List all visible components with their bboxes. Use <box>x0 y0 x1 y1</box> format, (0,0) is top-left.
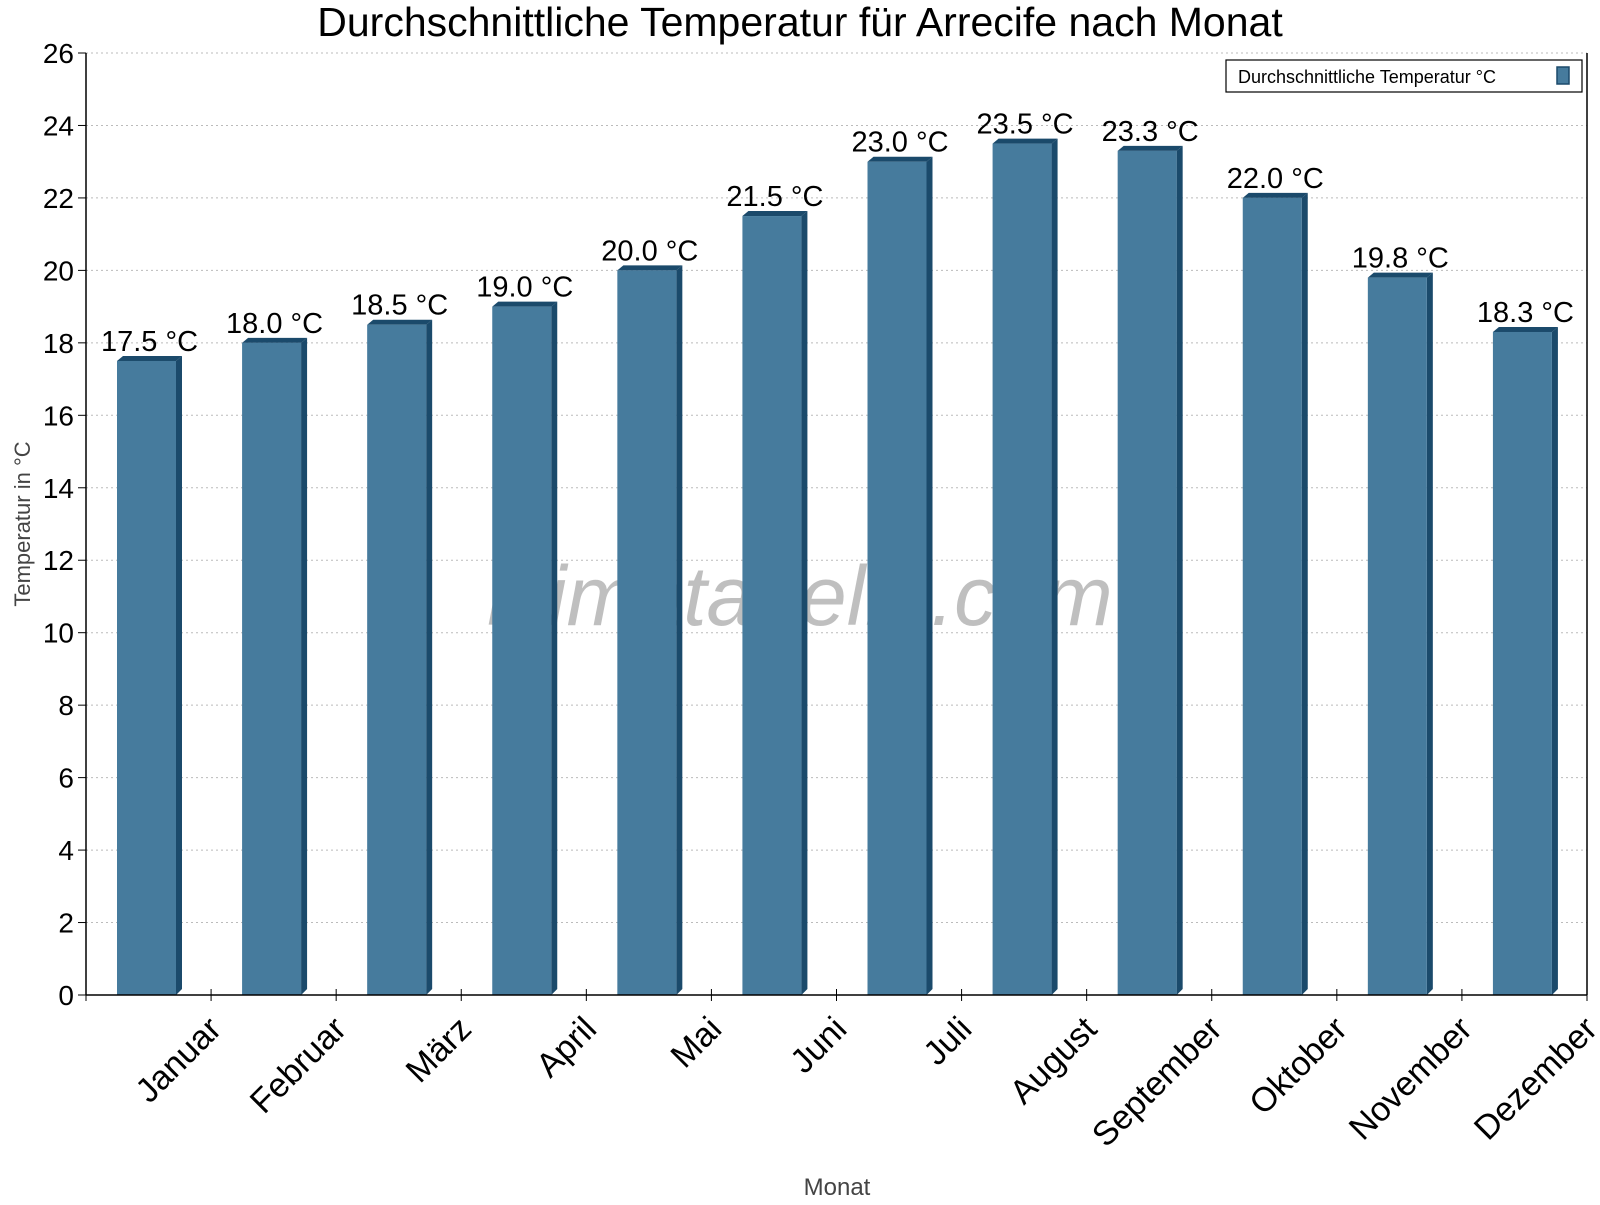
bar-side <box>551 301 558 996</box>
bar-side <box>301 337 308 995</box>
y-tick-label: 0 <box>58 980 74 1011</box>
bar <box>367 324 427 995</box>
bar <box>1242 197 1302 995</box>
data-label: 20.0 °C <box>601 235 698 267</box>
bar-side <box>1176 145 1183 996</box>
data-label: 23.3 °C <box>1102 116 1199 148</box>
bar-side <box>926 156 933 995</box>
bar-top <box>1117 145 1183 151</box>
x-tick-label: März <box>399 1010 479 1090</box>
x-tick-label: Januar <box>128 1010 228 1110</box>
bar-top <box>242 337 308 343</box>
gridlines <box>86 52 1587 924</box>
x-tick-label: Februar <box>243 1010 354 1121</box>
bar <box>1367 277 1427 996</box>
bar-top <box>617 265 683 271</box>
data-label: 22.0 °C <box>1227 163 1324 195</box>
legend-label: Durchschnittliche Temperatur °C <box>1238 67 1496 87</box>
y-tick-label: 16 <box>43 400 74 431</box>
bar <box>992 143 1052 996</box>
y-tick-label: 4 <box>58 835 74 866</box>
bar-side <box>1426 272 1433 996</box>
bar-top <box>992 138 1058 144</box>
x-tick-label: Oktober <box>1242 1010 1354 1122</box>
bar-top <box>867 156 933 162</box>
x-tick-label: November <box>1342 1010 1480 1148</box>
bar-group: 18.5 °C <box>351 290 448 995</box>
data-label: 19.0 °C <box>476 272 573 304</box>
bar <box>492 306 552 996</box>
x-tick-label: Juni <box>783 1010 854 1081</box>
bar-group: 18.3 °C <box>1477 297 1574 995</box>
bar-group: 19.0 °C <box>476 272 573 996</box>
bar <box>1117 150 1177 996</box>
x-tick-label: Dezember <box>1467 1010 1600 1148</box>
bar-side <box>176 355 182 995</box>
bar-group: 19.8 °C <box>1352 243 1449 996</box>
y-tick-label: 20 <box>43 255 74 286</box>
y-tick-label: 22 <box>43 183 74 214</box>
bar <box>617 270 677 995</box>
bar-side <box>1051 138 1058 996</box>
data-label: 17.5 °C <box>101 326 198 358</box>
bar-side <box>1551 326 1558 995</box>
bar <box>867 161 927 995</box>
x-tick-label: August <box>1003 1009 1105 1111</box>
bar-top <box>1242 192 1308 198</box>
bar-group: 18.0 °C <box>226 308 323 995</box>
legend-swatch <box>1556 66 1570 85</box>
y-tick-label: 12 <box>43 545 74 576</box>
bar-top <box>492 301 558 307</box>
x-tick-label: April <box>529 1010 604 1085</box>
bar-group: 20.0 °C <box>601 235 698 995</box>
y-tick-label: 18 <box>43 328 74 359</box>
y-tick-label: 6 <box>58 763 74 794</box>
bar-top <box>742 211 808 217</box>
bar-group: 17.5 °C <box>101 326 198 995</box>
x-tick-label: Juli <box>916 1010 979 1073</box>
data-label: 18.0 °C <box>226 308 323 340</box>
legend: Durchschnittliche Temperatur °C <box>1225 59 1583 93</box>
bar-group: 21.5 °C <box>726 181 823 996</box>
y-tick-label: 14 <box>43 473 74 504</box>
y-tick-label: 24 <box>43 110 74 141</box>
bar-group: 22.0 °C <box>1227 163 1324 995</box>
data-label: 23.5 °C <box>977 109 1074 141</box>
bar <box>117 360 176 995</box>
bar-top <box>367 319 433 325</box>
bar-top <box>1367 272 1433 278</box>
x-tick-label: Mai <box>663 1010 729 1076</box>
bar-side <box>1301 192 1308 995</box>
bars: 17.5 °C 18.0 °C 18.5 °C 19.0 °C 20.0 °C 21.5 … <box>101 109 1574 996</box>
bar <box>242 342 302 995</box>
x-tick-label: September <box>1085 1010 1229 1154</box>
y-tick-label: 2 <box>58 908 74 939</box>
bar-top <box>117 355 182 361</box>
bar-group: 23.0 °C <box>851 127 949 995</box>
chart-title: Durchschnittliche Temperatur für Arrecif… <box>317 0 1283 45</box>
bar-side <box>426 319 433 995</box>
x-axis-label: Monat <box>804 1174 871 1200</box>
bar <box>742 216 802 996</box>
bar-top <box>1492 326 1558 332</box>
data-label: 18.5 °C <box>351 290 448 322</box>
y-tick-label: 10 <box>43 618 74 649</box>
bar <box>1492 331 1552 995</box>
data-label: 21.5 °C <box>726 181 823 213</box>
bar-side <box>676 265 683 995</box>
y-tick-label: 26 <box>43 38 74 69</box>
bar-group: 23.5 °C <box>977 109 1074 996</box>
data-label: 18.3 °C <box>1477 297 1574 329</box>
data-label: 23.0 °C <box>851 127 948 159</box>
bar-group: 23.3 °C <box>1102 116 1199 996</box>
y-tick-label: 8 <box>58 690 74 721</box>
y-axis-label: Temperatur in °C <box>10 441 35 606</box>
bar-side <box>801 211 808 996</box>
data-label: 19.8 °C <box>1352 243 1449 275</box>
